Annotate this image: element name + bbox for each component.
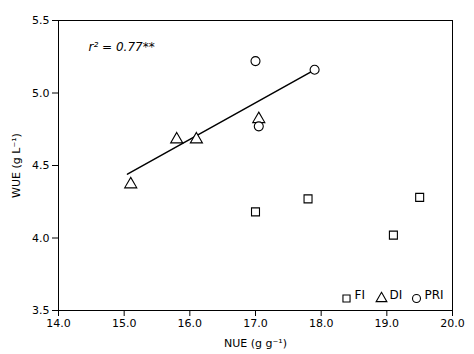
svg-text:20.0: 20.0 — [440, 317, 465, 330]
svg-text:WUE (g L⁻¹): WUE (g L⁻¹) — [10, 133, 23, 198]
svg-text:19.0: 19.0 — [375, 317, 400, 330]
svg-text:18.0: 18.0 — [309, 317, 334, 330]
svg-text:5.5: 5.5 — [32, 14, 50, 27]
svg-text:4.5: 4.5 — [32, 159, 50, 172]
svg-text:r² = 0.77**: r² = 0.77** — [89, 40, 155, 54]
svg-text:3.5: 3.5 — [32, 304, 50, 317]
svg-text:5.0: 5.0 — [32, 87, 50, 100]
svg-text:4.0: 4.0 — [32, 232, 50, 245]
svg-text:14.0: 14.0 — [46, 317, 71, 330]
svg-text:15.0: 15.0 — [112, 317, 136, 330]
svg-text:NUE (g g⁻¹): NUE (g g⁻¹) — [224, 337, 287, 350]
svg-text:FI: FI — [355, 288, 365, 302]
svg-text:PRI: PRI — [425, 288, 444, 302]
svg-text:DI: DI — [390, 288, 403, 302]
svg-text:16.0: 16.0 — [178, 317, 203, 330]
svg-text:17.0: 17.0 — [243, 317, 268, 330]
